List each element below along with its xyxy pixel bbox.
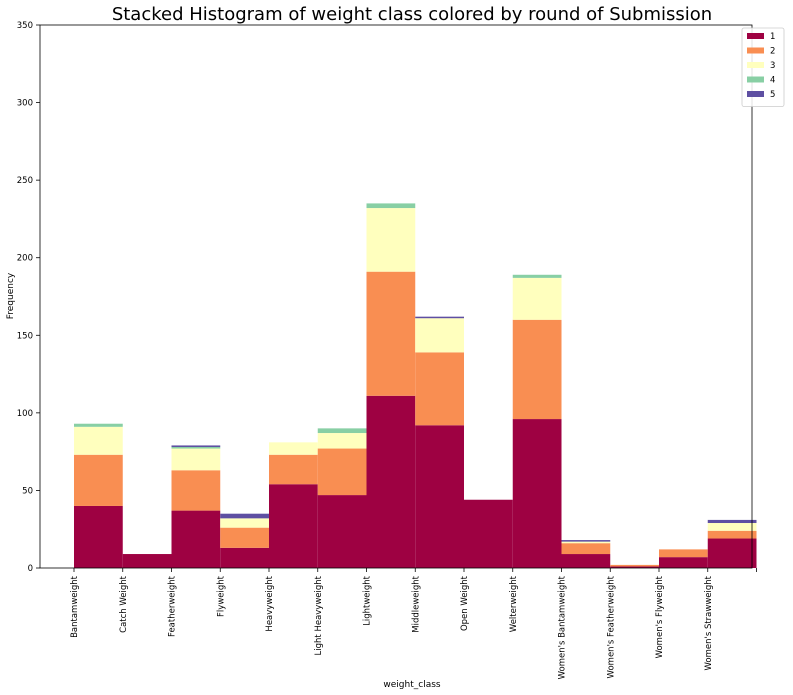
legend-swatch-2 xyxy=(747,47,764,54)
bar-segment-13-round-1 xyxy=(659,557,708,568)
bar-segment-1-round-2 xyxy=(74,454,123,506)
x-tick-label: Catch Weight xyxy=(119,575,129,633)
bar-segment-6-round-3 xyxy=(317,433,367,449)
legend: 1 2 3 4 5 xyxy=(741,27,785,107)
bar-segment-8-round-1 xyxy=(415,425,464,568)
bars-layer xyxy=(74,203,757,568)
bar-segment-12-round-2 xyxy=(610,564,659,567)
bar-segment-14-round-3 xyxy=(707,523,757,531)
x-tick-label: Featherweight xyxy=(168,575,178,637)
bar-segment-2-round-1 xyxy=(122,554,172,568)
bar-segment-10-round-1 xyxy=(512,419,562,568)
y-tick-label: 100 xyxy=(17,409,33,419)
chart-title: Stacked Histogram of weight class colore… xyxy=(112,4,712,25)
legend-label-2: 2 xyxy=(770,47,775,57)
bar-segment-8-round-3 xyxy=(415,318,464,353)
bar-segment-14-round-1 xyxy=(707,538,757,568)
bar-segment-10-round-3 xyxy=(512,277,562,320)
x-tick-label: Heavyweight xyxy=(265,575,275,631)
y-tick-label: 50 xyxy=(22,486,33,496)
bar-segment-8-round-2 xyxy=(415,352,464,426)
bar-segment-11-round-1 xyxy=(561,554,611,568)
legend-swatch-4 xyxy=(747,76,764,83)
legend-label-4: 4 xyxy=(770,76,775,86)
bar-segment-4-round-3 xyxy=(220,518,269,528)
x-tick-label: Women's Strawweight xyxy=(704,575,714,670)
legend-label-5: 5 xyxy=(770,90,775,100)
legend-label-3: 3 xyxy=(770,61,775,71)
legend-swatch-1 xyxy=(747,33,764,39)
bar-segment-3-round-2 xyxy=(171,470,221,511)
y-axis-title: Frequency xyxy=(6,272,16,319)
bar-segment-7-round-1 xyxy=(366,395,416,568)
bar-segment-3-round-5 xyxy=(171,445,221,447)
x-tick-label: Light Heavyweight xyxy=(314,575,324,655)
x-tick-label: Middleweight xyxy=(411,575,421,632)
y-tick-label: 250 xyxy=(17,176,33,186)
bar-segment-6-round-1 xyxy=(317,495,367,568)
bar-segment-12-round-1 xyxy=(610,566,659,568)
bar-segment-5-round-3 xyxy=(269,442,318,455)
bar-segment-7-round-3 xyxy=(366,208,416,272)
x-tick-label: Women's Flyweight xyxy=(655,575,665,658)
bar-segment-1-round-4 xyxy=(74,423,123,427)
bar-segment-14-round-5 xyxy=(707,519,757,524)
x-tick-label: Bantamweight xyxy=(70,575,80,638)
bar-segment-5-round-2 xyxy=(269,454,318,485)
bar-segment-8-round-5 xyxy=(415,316,464,319)
x-tick-label: Women's Featherweight xyxy=(606,575,616,678)
bar-segment-5-round-1 xyxy=(269,484,318,568)
bar-segment-3-round-1 xyxy=(171,510,221,568)
y-tick-label: 150 xyxy=(17,331,33,341)
bar-segment-13-round-2 xyxy=(659,549,708,558)
legend-swatch-3 xyxy=(747,62,764,68)
y-tick-label: 300 xyxy=(17,99,33,109)
bar-segment-3-round-4 xyxy=(171,446,221,449)
bar-segment-11-round-5 xyxy=(561,540,611,542)
x-tick-label: Women's Bantamweight xyxy=(558,575,568,679)
bar-segment-10-round-4 xyxy=(512,274,562,278)
bar-segment-4-round-1 xyxy=(220,547,269,568)
y-tick-label: 0 xyxy=(28,564,33,574)
bar-segment-4-round-5 xyxy=(220,513,269,519)
y-tick-label: 350 xyxy=(17,21,33,31)
x-tick-label: Lightweight xyxy=(363,575,373,626)
plot-frame xyxy=(39,24,753,569)
legend-swatch-5 xyxy=(747,91,764,97)
y-tick-label: 200 xyxy=(17,254,33,264)
bar-segment-1-round-1 xyxy=(74,505,123,568)
bar-segment-4-round-2 xyxy=(220,527,269,548)
bar-segment-3-round-3 xyxy=(171,448,221,471)
bar-segment-1-round-3 xyxy=(74,426,123,455)
x-tick-label: Flyweight xyxy=(216,575,226,617)
bar-segment-11-round-2 xyxy=(561,543,611,555)
bar-segment-14-round-2 xyxy=(707,530,757,539)
x-tick-label: Welterweight xyxy=(509,575,519,632)
bar-segment-11-round-3 xyxy=(561,541,611,544)
bar-segment-6-round-2 xyxy=(317,448,367,496)
bar-segment-6-round-4 xyxy=(317,428,367,434)
bar-segment-9-round-1 xyxy=(464,499,513,568)
bar-segment-7-round-2 xyxy=(366,271,416,396)
y-axis: 0 50 100 150 200 250 300 350 xyxy=(17,21,40,574)
x-axis: Bantamweight Catch Weight Featherweight Fly… xyxy=(70,568,757,679)
legend-label-1: 1 xyxy=(770,32,775,42)
bar-segment-7-round-4 xyxy=(366,203,416,209)
x-axis-title: weight_class xyxy=(383,680,440,690)
x-tick-label: Open Weight xyxy=(460,575,470,631)
bar-segment-10-round-2 xyxy=(512,319,562,420)
